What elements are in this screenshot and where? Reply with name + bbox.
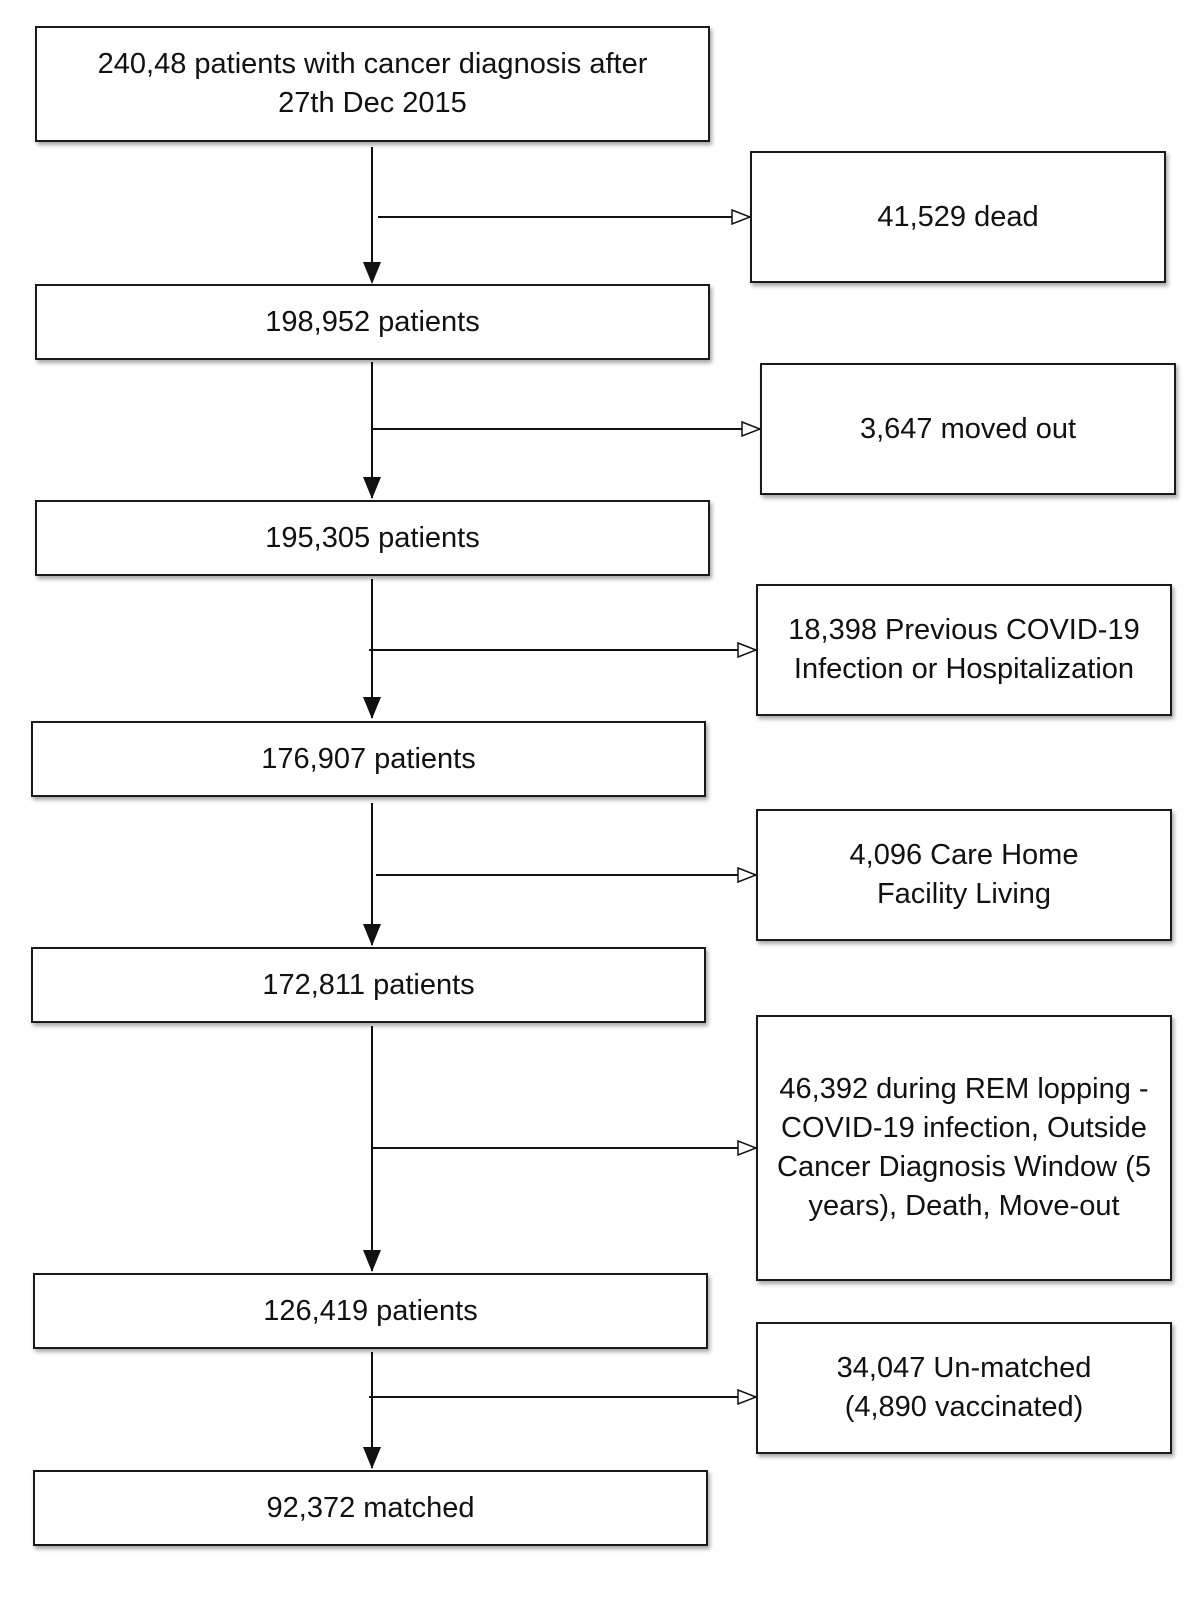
exclusion-previous-covid-box: 18,398 Previous COVID-19 Infection or Ho… bbox=[756, 584, 1172, 716]
down-arrowhead-6 bbox=[363, 1447, 381, 1469]
matched-box: 92,372 matched bbox=[33, 1470, 708, 1546]
down-arrowhead-3 bbox=[363, 697, 381, 719]
patients-198952-box: 198,952 patients bbox=[35, 284, 710, 360]
down-arrowhead-4 bbox=[363, 924, 381, 946]
exclusion-moved-out-box: 3,647 moved out bbox=[760, 363, 1176, 495]
exclusion-care-home-box: 4,096 Care Home Facility Living bbox=[756, 809, 1172, 941]
start-box-text: 240,48 patients with cancer diagnosis af… bbox=[97, 48, 648, 119]
exclusion-dead-box: 41,529 dead bbox=[750, 151, 1166, 283]
down-arrowhead-1 bbox=[363, 262, 381, 284]
patients-126419-text: 126,419 patients bbox=[263, 1294, 478, 1327]
patients-172811-box: 172,811 patients bbox=[31, 947, 706, 1023]
exclusion-moved-out-text: 3,647 moved out bbox=[859, 412, 1077, 445]
horizontal-arrows bbox=[369, 217, 760, 1397]
patients-198952-text: 198,952 patients bbox=[265, 305, 480, 338]
exclusion-dead-text: 41,529 dead bbox=[877, 200, 1039, 233]
exclusion-rem-lopping-box: 46,392 during REM lopping - COVID-19 inf… bbox=[756, 1015, 1172, 1281]
patients-176907-text: 176,907 patients bbox=[261, 742, 476, 775]
exclusion-unmatched-box: 34,047 Un-matched (4,890 vaccinated) bbox=[756, 1322, 1172, 1454]
down-arrowhead-5 bbox=[363, 1250, 381, 1272]
down-arrowhead-2 bbox=[363, 477, 381, 499]
exclusion-care-home-text: 4,096 Care Home Facility Living bbox=[849, 839, 1079, 910]
patients-172811-text: 172,811 patients bbox=[262, 968, 475, 1001]
patients-195305-text: 195,305 patients bbox=[265, 521, 480, 554]
matched-text: 92,372 matched bbox=[266, 1491, 475, 1524]
patients-195305-box: 195,305 patients bbox=[35, 500, 710, 576]
patients-176907-box: 176,907 patients bbox=[31, 721, 706, 797]
patients-126419-box: 126,419 patients bbox=[33, 1273, 708, 1349]
exclusion-unmatched-text: 34,047 Un-matched (4,890 vaccinated) bbox=[836, 1352, 1092, 1423]
exclusion-previous-covid-text: 18,398 Previous COVID-19 Infection or Ho… bbox=[788, 614, 1140, 685]
start-box: 240,48 patients with cancer diagnosis af… bbox=[35, 26, 710, 142]
exclusion-rem-lopping-text: 46,392 during REM lopping - COVID-19 inf… bbox=[777, 1073, 1151, 1222]
